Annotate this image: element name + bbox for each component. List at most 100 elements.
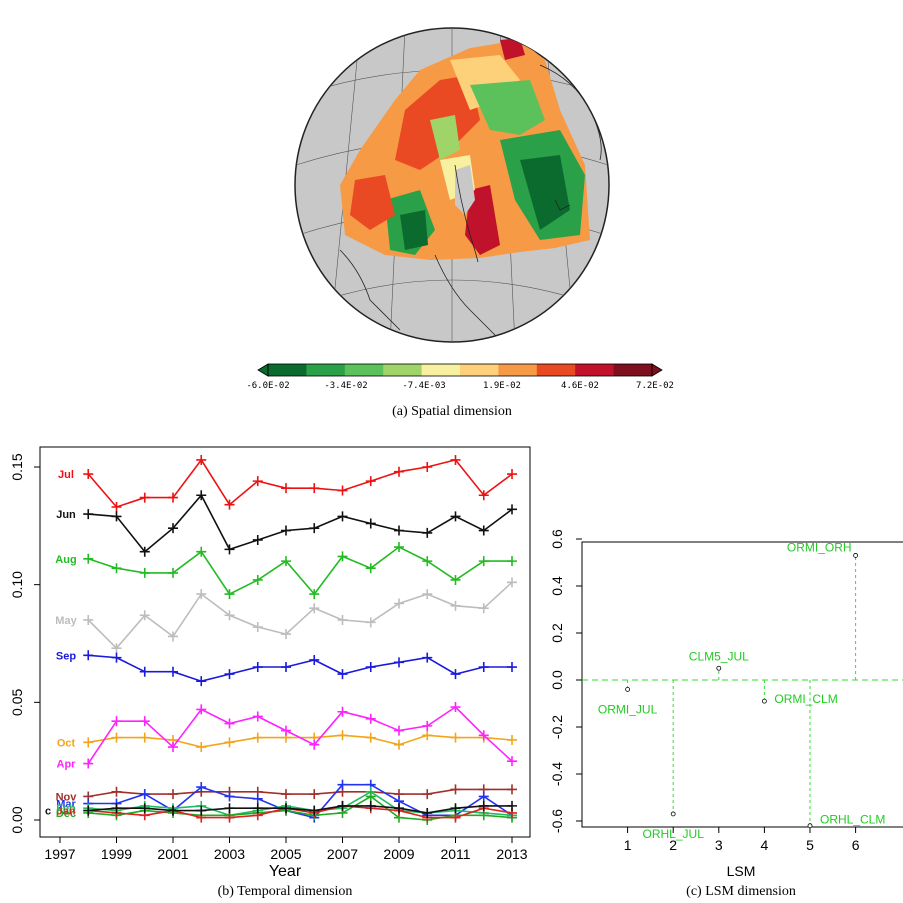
colorbar bbox=[257, 363, 663, 377]
series-line bbox=[87, 705, 513, 764]
caption-a: (a) Spatial dimension bbox=[392, 404, 512, 419]
y-tick-label: -0.2 bbox=[549, 715, 565, 739]
data-point-marker bbox=[365, 732, 376, 743]
data-point-marker bbox=[83, 758, 94, 769]
series-line bbox=[88, 790, 513, 817]
colorbar-segment bbox=[613, 364, 653, 376]
data-point-marker bbox=[83, 553, 94, 564]
colorbar-tick-label: 7.2E-02 bbox=[636, 381, 674, 391]
data-point-marker bbox=[196, 704, 207, 715]
point-marker bbox=[853, 553, 858, 558]
data-point-marker bbox=[111, 563, 122, 574]
data-point-marker bbox=[365, 662, 376, 673]
series-c: c bbox=[45, 800, 517, 818]
data-point-marker bbox=[365, 713, 376, 724]
y-tick-label: 0.2 bbox=[549, 623, 565, 643]
data-point-marker bbox=[168, 805, 178, 816]
data-point-marker bbox=[196, 546, 207, 557]
series-label: Jan bbox=[57, 806, 76, 818]
series-label: Jul bbox=[58, 469, 74, 481]
x-tick-label: 2007 bbox=[327, 846, 358, 862]
series-label: Mar bbox=[56, 799, 76, 811]
data-point-marker bbox=[111, 652, 122, 663]
data-point-marker bbox=[111, 643, 122, 654]
data-point-marker bbox=[196, 454, 207, 465]
x-axis-label-b: Year bbox=[269, 863, 302, 880]
x-tick-label: 3 bbox=[715, 837, 723, 853]
y-tick-label: 0.0 bbox=[549, 670, 565, 690]
x-tick-label: 1997 bbox=[44, 846, 75, 862]
data-point-marker bbox=[139, 492, 150, 503]
series-label: Dec bbox=[56, 808, 76, 820]
series-aug: Aug bbox=[55, 542, 517, 600]
data-point-marker bbox=[281, 789, 291, 800]
data-point-marker bbox=[168, 567, 178, 578]
data-point-marker bbox=[337, 485, 348, 496]
data-point-marker bbox=[507, 734, 517, 745]
data-point-marker bbox=[365, 800, 376, 811]
lsm-point-ormi-clm: ORMI_CLM bbox=[762, 680, 838, 706]
data-point-marker bbox=[337, 800, 348, 811]
data-point-marker bbox=[478, 791, 489, 802]
data-point-marker bbox=[337, 730, 348, 741]
series-line bbox=[88, 805, 513, 819]
series-label: Apr bbox=[57, 759, 77, 771]
data-point-marker bbox=[450, 511, 461, 522]
y-tick-label: 0.05 bbox=[9, 688, 25, 715]
data-point-marker bbox=[252, 622, 263, 633]
lsm-point-clm5-jul: CLM5_JUL bbox=[689, 649, 749, 680]
y-tick-label: 0.15 bbox=[9, 453, 25, 480]
data-point-marker bbox=[168, 742, 178, 753]
colorbar-segment bbox=[268, 364, 307, 376]
data-point-marker bbox=[422, 789, 433, 800]
data-point-marker bbox=[196, 589, 207, 600]
data-point-marker bbox=[83, 737, 94, 748]
data-point-marker bbox=[450, 812, 461, 823]
x-tick-label: 2013 bbox=[496, 846, 527, 862]
data-point-marker bbox=[196, 676, 207, 687]
colorbar-segment bbox=[344, 364, 384, 376]
series-label: Aug bbox=[55, 554, 76, 566]
data-point-marker bbox=[252, 534, 263, 545]
data-point-marker bbox=[478, 730, 489, 741]
lsm-point-ormi-jul: ORMI_JUL bbox=[598, 680, 658, 716]
data-point-marker bbox=[450, 803, 461, 814]
y-tick-label: 0.10 bbox=[9, 571, 25, 598]
data-point-marker bbox=[365, 563, 376, 574]
colorbar-tick-label: 4.6E-02 bbox=[561, 381, 599, 391]
series-line bbox=[87, 458, 513, 508]
data-point-marker bbox=[168, 523, 178, 534]
data-point-marker bbox=[252, 732, 263, 743]
data-point-marker bbox=[365, 617, 376, 628]
lsm-point-ormi-orh: ORMI_ORH bbox=[787, 540, 858, 680]
y-tick-label: -0.4 bbox=[549, 762, 565, 786]
series-line bbox=[87, 581, 513, 650]
x-tick-label: 2001 bbox=[157, 846, 188, 862]
data-point-marker bbox=[281, 662, 291, 673]
data-point-marker bbox=[422, 807, 433, 818]
data-point-marker bbox=[450, 669, 461, 680]
plot-frame-c bbox=[581, 541, 903, 828]
data-point-marker bbox=[394, 598, 404, 609]
colorbar-low-arrow bbox=[257, 363, 269, 377]
axis-ticks-b: 1997 1999 2001 2003 2005 2007 2009 2011 2013 0.00… bbox=[9, 453, 528, 862]
point-label: CLM5_JUL bbox=[689, 649, 749, 663]
data-point-marker bbox=[337, 614, 348, 625]
data-point-marker bbox=[224, 544, 235, 555]
data-point-marker bbox=[450, 732, 461, 743]
data-point-marker bbox=[83, 650, 94, 661]
x-tick-label: 2011 bbox=[440, 846, 470, 862]
data-point-marker bbox=[450, 454, 461, 465]
series-label: May bbox=[55, 615, 77, 627]
series-jun: Jun bbox=[56, 490, 517, 557]
data-point-marker bbox=[111, 511, 122, 522]
data-point-marker bbox=[224, 803, 235, 814]
data-point-marker bbox=[507, 556, 517, 567]
point-marker bbox=[625, 687, 630, 692]
data-point-marker bbox=[252, 574, 263, 585]
data-point-marker bbox=[337, 511, 348, 522]
series-jul: Jul bbox=[58, 454, 517, 513]
x-tick-label: 1999 bbox=[101, 846, 132, 862]
data-point-marker bbox=[309, 739, 320, 750]
data-point-marker bbox=[394, 657, 404, 668]
